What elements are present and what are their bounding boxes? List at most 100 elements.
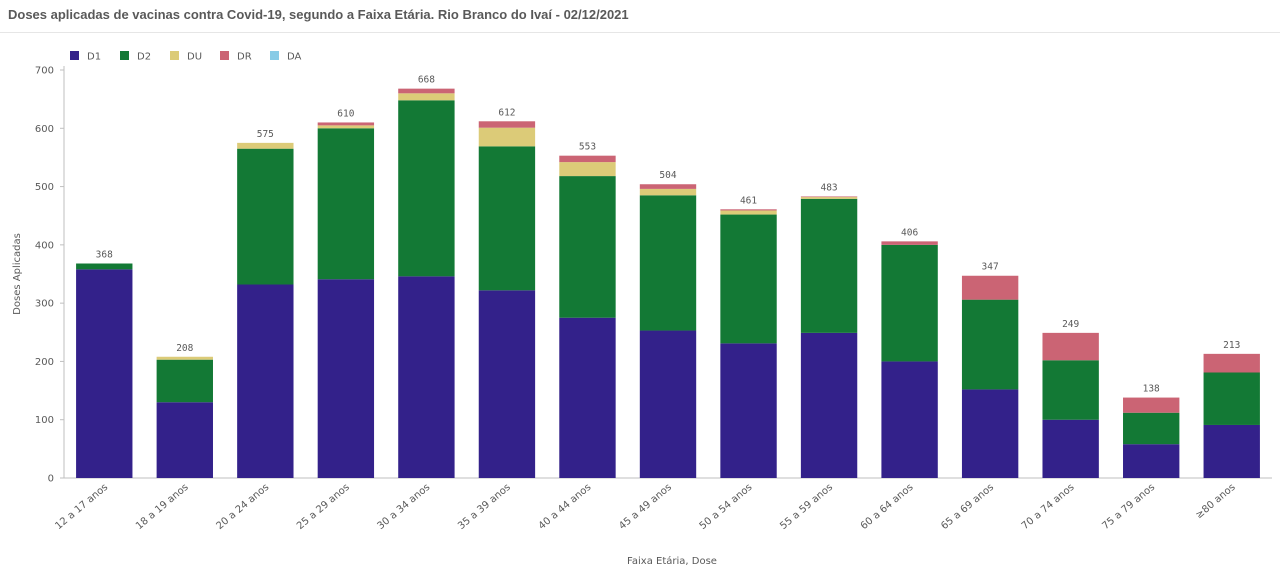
- legend-swatch-d1[interactable]: [70, 51, 79, 60]
- bar-segment-d1-45-a-49-anos[interactable]: [639, 330, 697, 478]
- bar-total-label: 575: [257, 129, 274, 140]
- y-tick-label: 100: [35, 415, 54, 426]
- bar-segment-d1-12-a-17-anos[interactable]: [76, 269, 133, 478]
- legend-label-du[interactable]: DU: [187, 52, 202, 63]
- bar-segment-dr-70-a-74-anos[interactable]: [1042, 332, 1099, 361]
- x-tick-label: 55 a 59 anos: [778, 482, 835, 532]
- bar-segment-d1-20-a-24-anos[interactable]: [237, 284, 294, 478]
- bar-segment-du-35-a-39-anos[interactable]: [478, 127, 536, 147]
- bar-segment-d1-55-a-59-anos[interactable]: [800, 332, 858, 478]
- bar-segment-du-25-a-29-anos[interactable]: [317, 125, 375, 129]
- bar-segment-dr-75-a-79-anos[interactable]: [1123, 397, 1180, 413]
- legend-label-dr[interactable]: DR: [237, 52, 252, 63]
- title-divider: [0, 32, 1280, 33]
- y-tick-label: 400: [35, 240, 54, 251]
- bar-segment-du-55-a-59-anos[interactable]: [800, 197, 858, 199]
- bar-segment-d1-30-a-34-anos[interactable]: [398, 276, 455, 478]
- bar-segment-d2-35-a-39-anos[interactable]: [478, 146, 536, 291]
- x-tick-label: 25 a 29 anos: [295, 482, 352, 532]
- legend-label-da[interactable]: DA: [287, 52, 302, 63]
- bar-total-label: 668: [418, 75, 435, 86]
- x-tick-label: ≥80 anos: [1194, 482, 1238, 521]
- bar-segment-dr-35-a-39-anos[interactable]: [478, 121, 536, 128]
- bar-segment-d1-18-a-19-anos[interactable]: [156, 402, 213, 478]
- bar-segment-d2-40-a-44-anos[interactable]: [559, 176, 616, 318]
- bar-segment-d2-80-anos[interactable]: [1203, 372, 1260, 425]
- y-tick-label: 200: [35, 357, 54, 368]
- legend-swatch-d2[interactable]: [120, 51, 129, 60]
- bar-segment-du-45-a-49-anos[interactable]: [639, 188, 697, 196]
- bar-segment-d1-75-a-79-anos[interactable]: [1123, 444, 1180, 478]
- y-tick-label: 600: [35, 124, 54, 135]
- legend-swatch-dr[interactable]: [220, 51, 229, 60]
- x-axis-title: Faixa Etária, Dose: [627, 555, 717, 567]
- bar-segment-d2-25-a-29-anos[interactable]: [317, 128, 375, 280]
- bar-segment-du-40-a-44-anos[interactable]: [559, 162, 616, 177]
- bar-segment-d1-70-a-74-anos[interactable]: [1042, 419, 1099, 478]
- bar-segment-dr-55-a-59-anos[interactable]: [800, 196, 858, 198]
- x-tick-label: 30 a 34 anos: [376, 482, 433, 532]
- bar-total-label: 368: [96, 250, 113, 261]
- bar-segment-d2-18-a-19-anos[interactable]: [156, 359, 213, 403]
- bar-segment-d2-20-a-24-anos[interactable]: [237, 148, 294, 285]
- bar-segment-d2-60-a-64-anos[interactable]: [881, 244, 938, 362]
- y-tick-label: 700: [35, 66, 54, 77]
- legend-swatch-da[interactable]: [270, 51, 279, 60]
- x-tick-label: 45 a 49 anos: [617, 482, 674, 532]
- bar-segment-d2-30-a-34-anos[interactable]: [398, 100, 455, 277]
- bar-segment-d1-50-a-54-anos[interactable]: [720, 343, 777, 478]
- bar-segment-d1-65-a-69-anos[interactable]: [961, 389, 1019, 478]
- legend-label-d1[interactable]: D1: [87, 52, 101, 63]
- x-tick-label: 50 a 54 anos: [698, 482, 755, 532]
- bar-segment-d2-45-a-49-anos[interactable]: [639, 195, 697, 331]
- bar-segment-d1-40-a-44-anos[interactable]: [559, 317, 616, 478]
- chart-title: Doses aplicadas de vacinas contra Covid-…: [8, 7, 629, 22]
- bar-total-label: 249: [1062, 319, 1079, 330]
- bar-segment-d2-70-a-74-anos[interactable]: [1042, 360, 1099, 420]
- bar-segment-dr-40-a-44-anos[interactable]: [559, 155, 616, 163]
- legend-label-d2[interactable]: D2: [137, 52, 151, 63]
- bar-segment-d2-50-a-54-anos[interactable]: [720, 214, 777, 344]
- bar-total-label: 553: [579, 142, 596, 153]
- bar-segment-dr-65-a-69-anos[interactable]: [961, 275, 1019, 300]
- bar-segment-d2-75-a-79-anos[interactable]: [1123, 412, 1180, 445]
- bar-segment-du-18-a-19-anos[interactable]: [156, 356, 213, 360]
- y-tick-label: 300: [35, 299, 54, 310]
- bar-total-label: 213: [1223, 340, 1240, 351]
- bar-total-label: 347: [982, 262, 999, 273]
- bar-segment-dr-60-a-64-anos[interactable]: [881, 241, 938, 245]
- x-tick-label: 35 a 39 anos: [456, 482, 513, 532]
- bar-total-label: 612: [498, 107, 515, 118]
- bar-segment-dr-25-a-29-anos[interactable]: [317, 122, 375, 126]
- bar-segment-d1-25-a-29-anos[interactable]: [317, 279, 375, 478]
- bar-segment-dr-30-a-34-anos[interactable]: [398, 88, 455, 94]
- x-tick-label: 18 a 19 anos: [134, 482, 191, 532]
- x-tick-label: 65 a 69 anos: [939, 482, 996, 532]
- bar-segment-d2-65-a-69-anos[interactable]: [961, 299, 1019, 390]
- y-tick-label: 0: [48, 474, 54, 485]
- bar-segment-du-20-a-24-anos[interactable]: [237, 142, 294, 149]
- bar-segment-dr-45-a-49-anos[interactable]: [639, 184, 697, 189]
- legend-swatch-du[interactable]: [170, 51, 179, 60]
- bar-total-label: 610: [337, 108, 354, 119]
- bar-total-label: 504: [659, 170, 676, 181]
- x-tick-label: 75 a 79 anos: [1100, 482, 1157, 532]
- bar-segment-d2-12-a-17-anos[interactable]: [76, 263, 133, 270]
- bar-total-label: 138: [1143, 384, 1160, 395]
- bar-segment-d2-55-a-59-anos[interactable]: [800, 198, 858, 333]
- bar-segment-d1-80-anos[interactable]: [1203, 424, 1260, 478]
- bar-total-label: 406: [901, 227, 918, 238]
- bar-total-label: 461: [740, 195, 757, 206]
- bar-segment-d1-60-a-64-anos[interactable]: [881, 361, 938, 478]
- y-axis-title: Doses Aplicadas: [12, 233, 23, 315]
- bar-segment-d1-35-a-39-anos[interactable]: [478, 290, 536, 478]
- bar-total-label: 208: [176, 343, 193, 354]
- x-tick-label: 20 a 24 anos: [214, 482, 271, 532]
- x-tick-label: 70 a 74 anos: [1020, 482, 1077, 532]
- bar-segment-dr-50-a-54-anos[interactable]: [720, 209, 777, 211]
- x-tick-label: 40 a 44 anos: [537, 482, 594, 532]
- bar-segment-du-30-a-34-anos[interactable]: [398, 93, 455, 101]
- bar-segment-du-50-a-54-anos[interactable]: [720, 210, 777, 215]
- bar-segment-dr-80-anos[interactable]: [1203, 353, 1260, 373]
